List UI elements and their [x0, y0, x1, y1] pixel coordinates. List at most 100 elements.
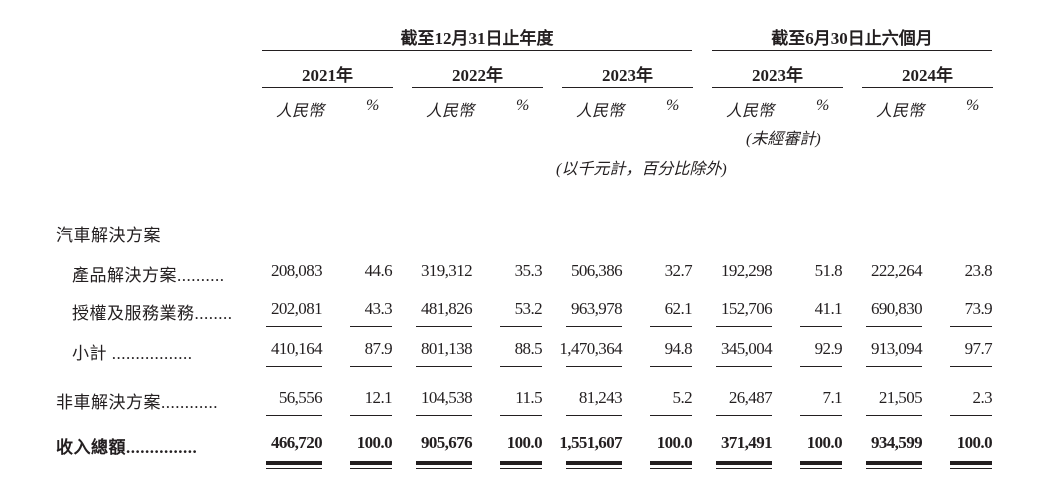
- currency-label: 人民幣: [726, 103, 775, 120]
- underline: [650, 415, 692, 416]
- amount-cell: 192,298: [720, 261, 773, 280]
- amount-cell: 963,978: [570, 299, 623, 318]
- percent-cell: 7.1: [822, 388, 843, 407]
- underline: [416, 326, 472, 327]
- amount-cell: 81,243: [578, 388, 623, 407]
- currency-label: 人民幣: [426, 103, 475, 120]
- underline: [950, 326, 992, 327]
- percent-cell: 73.9: [964, 299, 993, 318]
- underline: [350, 415, 392, 416]
- row-label: 小計 .................: [72, 344, 193, 363]
- divider: [712, 87, 843, 88]
- percent-cell: 41.1: [814, 299, 843, 318]
- period-year: 2021年: [302, 66, 353, 85]
- percent-label: %: [366, 97, 380, 114]
- underline: [650, 326, 692, 327]
- percent-cell: 5.2: [672, 388, 693, 407]
- percent-label: %: [816, 97, 830, 114]
- amount-cell: 21,505: [878, 388, 923, 407]
- double-underline: [650, 461, 692, 469]
- percent-cell: 88.5: [514, 339, 543, 358]
- amount-cell: 934,599: [870, 433, 923, 452]
- unit-note: (以千元計，百分比除外): [556, 161, 727, 178]
- underline: [950, 415, 992, 416]
- percent-cell: 100.0: [806, 433, 843, 452]
- underline: [566, 326, 622, 327]
- percent-cell: 100.0: [656, 433, 693, 452]
- currency-label: 人民幣: [876, 103, 925, 120]
- amount-cell: 319,312: [420, 261, 473, 280]
- double-underline: [566, 461, 622, 469]
- amount-cell: 506,386: [570, 261, 623, 280]
- double-underline: [350, 461, 392, 469]
- amount-cell: 26,487: [728, 388, 773, 407]
- underline: [350, 366, 392, 367]
- underline: [350, 326, 392, 327]
- underline: [866, 366, 922, 367]
- underline: [266, 326, 322, 327]
- amount-cell: 466,720: [270, 433, 323, 452]
- underline: [566, 366, 622, 367]
- percent-label: %: [966, 97, 980, 114]
- amount-cell: 1,551,607: [559, 433, 622, 452]
- underline: [866, 415, 922, 416]
- underline: [650, 366, 692, 367]
- double-underline: [866, 461, 922, 469]
- group-header-interim: 截至6月30日止六個月: [771, 29, 933, 48]
- unaudited-note: (未經審計): [746, 131, 821, 148]
- percent-cell: 43.3: [364, 299, 393, 318]
- double-underline: [266, 461, 322, 469]
- percent-cell: 11.5: [515, 388, 542, 407]
- percent-cell: 44.6: [364, 261, 393, 280]
- percent-cell: 62.1: [664, 299, 693, 318]
- amount-cell: 481,826: [420, 299, 473, 318]
- underline: [716, 415, 772, 416]
- percent-cell: 97.7: [964, 339, 993, 358]
- amount-cell: 905,676: [420, 433, 473, 452]
- divider: [562, 87, 693, 88]
- amount-cell: 410,164: [270, 339, 323, 358]
- underline: [950, 366, 992, 367]
- row-label: 產品解決方案..........: [72, 266, 225, 285]
- percent-cell: 92.9: [814, 339, 843, 358]
- divider: [262, 87, 393, 88]
- double-underline: [416, 461, 472, 469]
- percent-cell: 100.0: [356, 433, 393, 452]
- amount-cell: 222,264: [870, 261, 923, 280]
- currency-label: 人民幣: [276, 103, 325, 120]
- percent-cell: 2.3: [972, 388, 993, 407]
- row-label: 收入總額...............: [56, 438, 198, 457]
- divider: [862, 87, 993, 88]
- percent-label: %: [666, 97, 680, 114]
- percent-cell: 53.2: [514, 299, 543, 318]
- amount-cell: 104,538: [420, 388, 473, 407]
- underline: [800, 366, 842, 367]
- period-year: 2024年: [902, 66, 953, 85]
- underline: [800, 415, 842, 416]
- underline: [266, 366, 322, 367]
- amount-cell: 690,830: [870, 299, 923, 318]
- amount-cell: 801,138: [420, 339, 473, 358]
- underline: [866, 326, 922, 327]
- double-underline: [500, 461, 542, 469]
- amount-cell: 1,470,364: [559, 339, 622, 358]
- underline: [266, 415, 322, 416]
- period-year: 2022年: [452, 66, 503, 85]
- percent-cell: 100.0: [506, 433, 543, 452]
- amount-cell: 913,094: [870, 339, 923, 358]
- percent-cell: 100.0: [956, 433, 993, 452]
- percent-label: %: [516, 97, 530, 114]
- underline: [716, 366, 772, 367]
- row-label: 非車解決方案............: [56, 393, 218, 412]
- double-underline: [716, 461, 772, 469]
- percent-cell: 35.3: [514, 261, 543, 280]
- group-header-annual: 截至12月31日止年度: [400, 29, 554, 48]
- divider: [712, 50, 992, 51]
- underline: [500, 366, 542, 367]
- amount-cell: 202,081: [270, 299, 323, 318]
- percent-cell: 94.8: [664, 339, 693, 358]
- amount-cell: 345,004: [720, 339, 773, 358]
- percent-cell: 32.7: [664, 261, 693, 280]
- underline: [416, 366, 472, 367]
- percent-cell: 23.8: [964, 261, 993, 280]
